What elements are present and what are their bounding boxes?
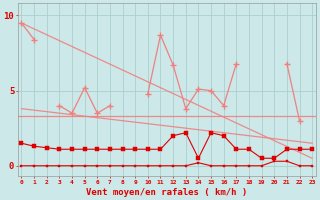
X-axis label: Vent moyen/en rafales ( km/h ): Vent moyen/en rafales ( km/h ) — [86, 188, 247, 197]
